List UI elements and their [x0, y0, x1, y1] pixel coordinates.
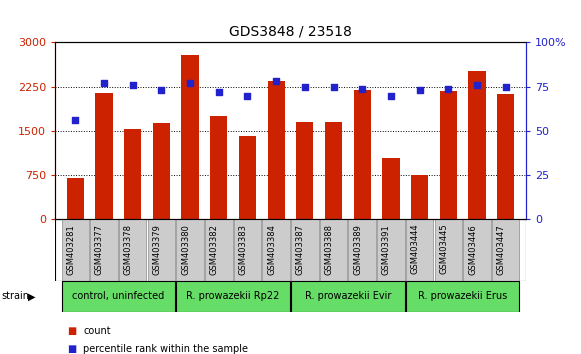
Point [386, 93, 396, 98]
Text: control, uninfected: control, uninfected [72, 291, 164, 302]
Point [357, 86, 367, 91]
Text: GSM403387: GSM403387 [296, 224, 305, 275]
Text: GSM403389: GSM403389 [353, 224, 362, 275]
Point [157, 87, 166, 93]
Text: R. prowazekii Erus: R. prowazekii Erus [418, 291, 507, 302]
Text: GSM403377: GSM403377 [95, 224, 104, 275]
Point [501, 84, 510, 90]
Text: GSM403388: GSM403388 [325, 224, 333, 275]
Text: GSM403384: GSM403384 [267, 224, 276, 275]
Point [415, 87, 424, 93]
Text: GSM403382: GSM403382 [210, 224, 219, 275]
Text: R. prowazekii Rp22: R. prowazekii Rp22 [187, 291, 280, 302]
Bar [234, 219, 261, 281]
Text: GSM403383: GSM403383 [238, 224, 248, 275]
Bar [492, 219, 519, 281]
Text: percentile rank within the sample: percentile rank within the sample [83, 344, 248, 354]
Text: count: count [83, 326, 111, 336]
Bar [406, 281, 519, 312]
Bar [95, 93, 113, 219]
Bar [181, 56, 199, 219]
Text: GSM403447: GSM403447 [497, 224, 505, 275]
Bar [62, 281, 175, 312]
Bar [176, 219, 204, 281]
Bar [263, 219, 290, 281]
Point [99, 80, 109, 86]
Bar [349, 219, 376, 281]
Text: ▶: ▶ [28, 291, 35, 302]
Bar [62, 219, 89, 281]
Text: R. prowazekii Evir: R. prowazekii Evir [304, 291, 391, 302]
Text: GDS3848 / 23518: GDS3848 / 23518 [229, 25, 352, 39]
Text: GSM403446: GSM403446 [468, 224, 477, 275]
Bar [210, 116, 227, 219]
Bar [124, 129, 141, 219]
Bar [67, 178, 84, 219]
Text: GSM403379: GSM403379 [152, 224, 162, 275]
Bar [205, 219, 232, 281]
Text: strain: strain [1, 291, 29, 302]
Bar [354, 90, 371, 219]
Point [71, 118, 80, 123]
Bar [119, 219, 146, 281]
Point [243, 93, 252, 98]
Bar [239, 136, 256, 219]
Text: ■: ■ [67, 344, 76, 354]
Bar [291, 281, 405, 312]
Point [214, 89, 224, 95]
Bar [440, 91, 457, 219]
Text: GSM403391: GSM403391 [382, 224, 391, 275]
Bar [406, 219, 433, 281]
Bar [435, 219, 462, 281]
Bar [382, 158, 400, 219]
Bar [377, 219, 405, 281]
Text: GSM403445: GSM403445 [439, 224, 449, 274]
Point [329, 84, 338, 90]
Point [185, 80, 195, 86]
Point [300, 84, 310, 90]
Bar [176, 281, 290, 312]
Bar [320, 219, 347, 281]
Bar [296, 122, 314, 219]
Point [444, 86, 453, 91]
Bar [325, 122, 342, 219]
Point [128, 82, 137, 88]
Bar [153, 123, 170, 219]
Bar [463, 219, 491, 281]
Text: GSM403444: GSM403444 [411, 224, 419, 274]
Point [472, 82, 482, 88]
Bar [291, 219, 318, 281]
Text: GSM403378: GSM403378 [124, 224, 132, 275]
Text: ■: ■ [67, 326, 76, 336]
Bar [497, 94, 514, 219]
Bar [411, 175, 428, 219]
Bar [468, 71, 486, 219]
Text: GSM403380: GSM403380 [181, 224, 190, 275]
Text: GSM403281: GSM403281 [66, 224, 76, 275]
Bar [90, 219, 118, 281]
Bar [148, 219, 175, 281]
Bar [267, 81, 285, 219]
Point [271, 79, 281, 84]
